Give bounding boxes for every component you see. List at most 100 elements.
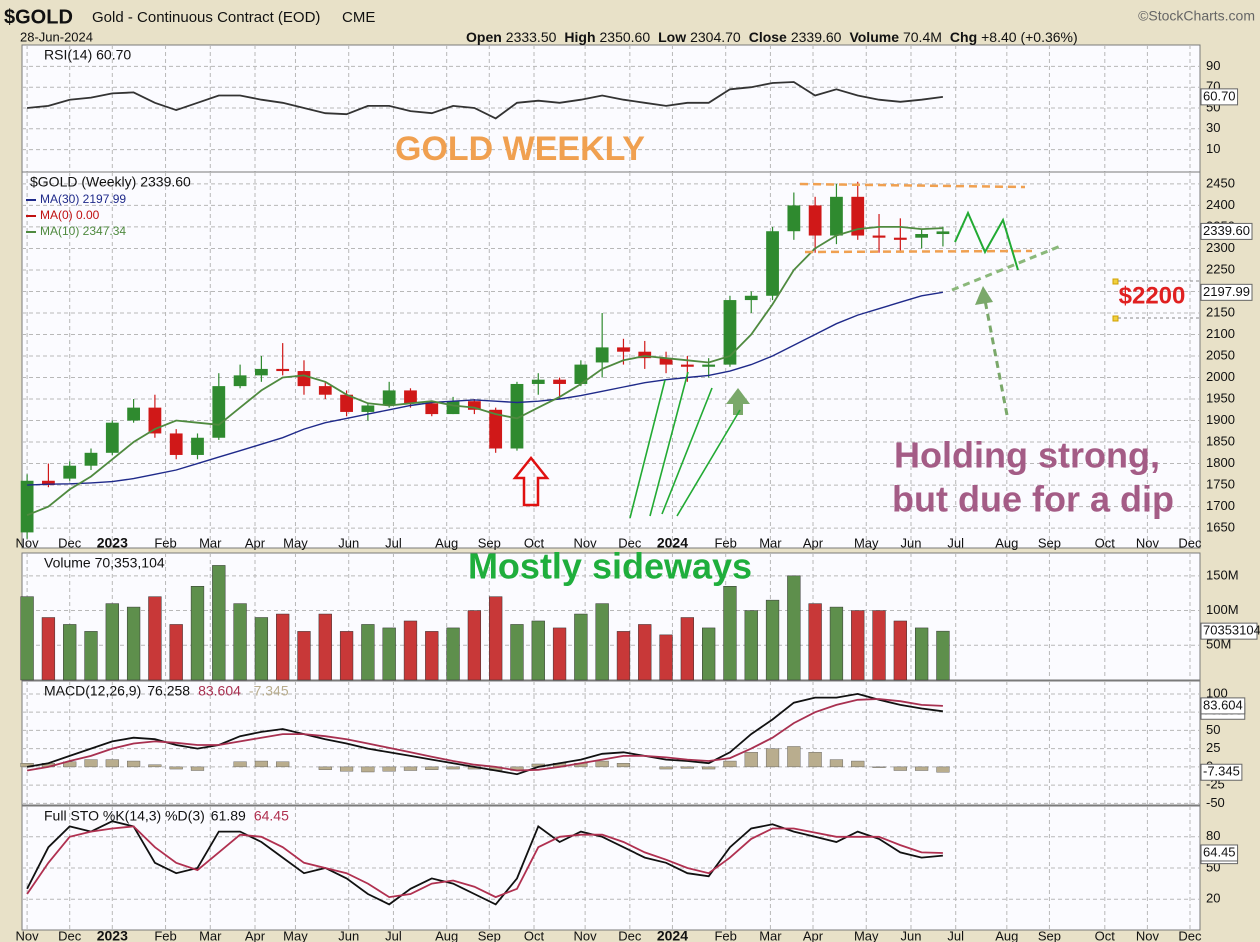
histogram-bar (403, 766, 418, 771)
histogram-bar (382, 766, 396, 772)
volume-bar (808, 603, 822, 681)
candle-body (851, 196, 865, 236)
x-tick-label: Jul (385, 535, 402, 550)
x-tick-label: May (854, 928, 879, 942)
histogram-bar (127, 760, 141, 768)
date: 28-Jun-2024 (20, 29, 93, 44)
x-tick-label: Aug (435, 928, 458, 942)
volume-bar (467, 610, 482, 681)
histogram-bar (787, 746, 801, 768)
volume-bar (63, 624, 77, 681)
price-label-text: -7.345 (1203, 764, 1240, 779)
histogram-bar (915, 766, 929, 771)
volume-bar (318, 613, 332, 681)
panel-title: Volume 70,353,104 (44, 555, 165, 571)
histogram-bar (936, 766, 950, 773)
x-tick-label: Nov (16, 535, 40, 550)
marker (1112, 278, 1119, 285)
y-tick-label: 50M (1206, 637, 1231, 652)
price-label-text: 2339.60 (1203, 223, 1250, 238)
price-label: 60.70 (1200, 88, 1239, 106)
x-tick-label: Dec (58, 928, 82, 942)
y-tick-label: 2050 (1206, 347, 1235, 362)
x-tick-label: Feb (154, 928, 176, 942)
volume-bar (84, 631, 98, 681)
histogram-bar (765, 748, 780, 768)
x-tick-label: Oct (524, 535, 545, 550)
volume-bar (595, 603, 609, 681)
x-tick-label: Jun (900, 535, 921, 550)
histogram-bar (659, 766, 673, 770)
volume-bar (723, 586, 737, 681)
candle-body (893, 237, 907, 240)
x-tick-label: Nov (574, 928, 598, 942)
x-tick-label: Dec (1178, 928, 1202, 942)
candle-body (766, 231, 779, 296)
y-tick-label: 80 (1206, 828, 1220, 843)
histogram-bar (872, 766, 886, 768)
series-line (26, 692, 944, 776)
y-tick-label: 100 (1206, 685, 1228, 700)
x-tick-label: Sep (478, 928, 501, 942)
source: ©StockCharts.com (1138, 8, 1255, 24)
volume-bar (510, 624, 524, 681)
legend-label: MA(0) 0.00 (40, 208, 100, 222)
annotation: $2200 (1119, 282, 1186, 309)
panel-title: RSI(14) 60.70 (44, 47, 131, 63)
histogram-bar (829, 759, 844, 768)
y-tick-label: 90 (1206, 58, 1220, 73)
x-tick-label: Mar (199, 928, 222, 942)
x-tick-label: Dec (1178, 535, 1202, 550)
histogram-bar (105, 759, 119, 768)
y-tick-label: 2100 (1206, 326, 1235, 341)
quote-label: Chg (950, 29, 977, 45)
panel: 50M 100M 150M Volume 70,353,104 70353104 (20, 552, 1260, 681)
sideways-lines (629, 371, 741, 519)
y-tick-label: 2450 (1206, 175, 1235, 190)
histogram-bar (808, 752, 822, 768)
candle-body (467, 401, 481, 410)
x-tick-label: Jun (338, 928, 359, 942)
price-label: -7.345 (1200, 764, 1243, 781)
panel-title: MACD(12,26,9) (44, 683, 141, 699)
legend-label: 76.258 (147, 683, 190, 699)
panel-title: Full STO %K(14,3) %D(3) (44, 808, 205, 824)
y-tick-label: 25 (1206, 740, 1220, 755)
y-tick-label: 10 (1206, 141, 1220, 156)
volume-bar (765, 599, 780, 681)
candle-body (808, 205, 822, 236)
volume-bar (851, 610, 865, 681)
volume-bar (936, 630, 950, 681)
panel-background (21, 680, 1201, 806)
volume-bar (787, 575, 801, 681)
quote-value: 2350.60 (600, 29, 651, 45)
panel-title: $GOLD (Weekly) 2339.60 (30, 174, 191, 190)
quote-value: 2304.70 (690, 29, 741, 45)
y-tick-label: 1850 (1206, 433, 1235, 448)
candle-body (318, 386, 332, 395)
x-tick-label: Apr (245, 535, 266, 550)
histogram-bar (851, 760, 865, 768)
histogram-bar (893, 766, 907, 771)
y-tick-label: 2000 (1206, 369, 1235, 384)
x-tick-label: Oct (524, 928, 545, 942)
y-tick-label: 1950 (1206, 390, 1235, 405)
candle-body (63, 465, 77, 479)
candle-body (531, 379, 545, 384)
volume-bar (105, 603, 119, 681)
price-label-text: 64.45 (1203, 844, 1236, 859)
price-label: 64.45 (1200, 844, 1239, 862)
quote-label: Close (749, 29, 787, 45)
annotations: GOLD WEEKLY $2200 Holding strong, but du… (395, 130, 1185, 587)
price-label-text: 60.70 (1203, 88, 1236, 103)
x-tick-label: Jul (385, 928, 402, 942)
volume-bar (702, 627, 716, 681)
candle-body (127, 407, 140, 421)
legend-label: MA(10) 2347.34 (40, 224, 126, 238)
x-tick-label: Nov (1136, 535, 1160, 550)
candle-body (20, 480, 34, 533)
x-tick-label: 2024 (657, 928, 688, 942)
series-line (26, 698, 943, 772)
x-tick-label: Mar (199, 535, 222, 550)
